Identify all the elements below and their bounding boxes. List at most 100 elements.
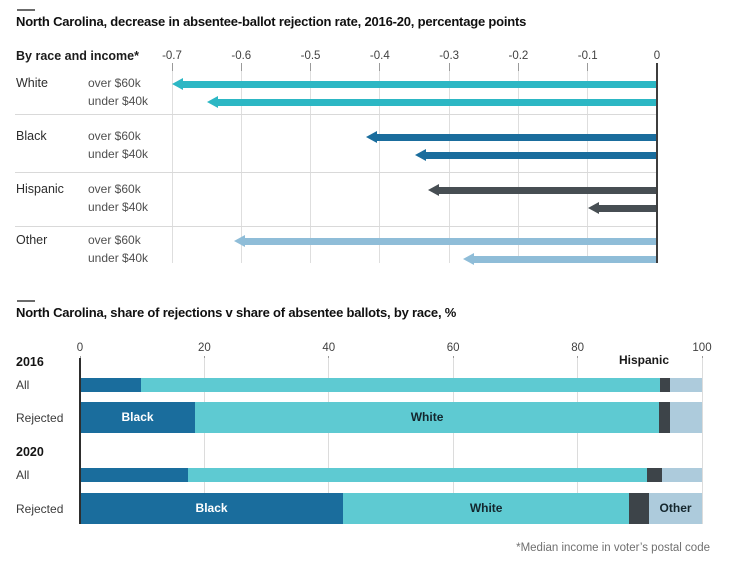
bar-segment-label: White [410,410,444,424]
bar-segment-black: Black [80,402,196,433]
arrow-head-white-0 [172,77,183,90]
group-separator [15,172,657,173]
x-tick-label: -0.3 [439,50,460,62]
bar-segment-hispanic [660,378,671,392]
arrow-shaft-other-0 [244,237,657,245]
x-tick [448,63,450,71]
bar-segment-label: White [469,501,503,515]
row-label: All [16,468,30,482]
x-gridline [240,71,242,263]
bar-segment-other: Other [649,493,702,524]
arrow-shaft-hispanic-1 [597,204,657,212]
bar-segment-black: Black [80,493,344,524]
bar-segment-white: White [343,493,630,524]
bar-segment-hispanic [659,402,671,433]
arrow-shaft-hispanic-0 [438,186,657,194]
x-tick-label: 0 [76,342,84,354]
race-label: White [16,76,48,90]
x-gridline [452,358,454,524]
income-label: under $40k [88,251,149,265]
x-tick-label: -0.5 [300,50,321,62]
x-tick-label: 20 [197,342,211,354]
x-tick [171,63,173,71]
bar-segment-black [80,378,141,392]
arrow-head-white-1 [206,95,218,108]
x-tick-label: 0 [653,50,661,62]
x-gridline [310,71,312,263]
income-label: under $40k [88,94,149,108]
income-label: over $60k [88,129,141,143]
bar-segment-label: Black [195,501,228,515]
zero-axis-line [656,63,658,263]
bar-segment-white: White [195,402,660,433]
bar-segment-hispanic [647,468,662,482]
income-label: over $60k [88,182,141,196]
x-tick-label: -0.2 [508,50,529,62]
chart1-title: North Carolina, decrease in absentee-bal… [16,14,527,29]
x-gridline [517,71,519,263]
group-separator [15,114,657,115]
income-label: under $40k [88,200,149,214]
bar-segment-hispanic [629,493,650,524]
x-gridline [203,358,205,524]
x-gridline [587,71,589,263]
x-gridline [448,71,450,263]
group-separator [15,226,657,227]
x-tick-label: -0.4 [369,50,390,62]
income-label: over $60k [88,233,141,247]
x-tick-label: 100 [692,342,712,354]
x-tick-label: 60 [446,342,460,354]
arrow-shaft-black-1 [424,151,657,159]
race-label: Other [16,233,48,247]
hispanic-annotation: Hispanic [618,353,669,367]
row-label: Rejected [16,410,64,425]
footnote: *Median income in voter’s postal code [516,542,710,554]
chart1-group-label: By race and income* [16,49,139,63]
x-gridline [171,71,173,263]
arrow-head-hispanic-0 [428,183,440,196]
title-rule-top [17,9,35,11]
arrow-shaft-white-1 [216,98,657,106]
bar-segment-label: Black [121,410,154,424]
x-gridline [379,71,381,263]
bar-segment-other [670,402,702,433]
arrow-head-other-1 [463,252,474,265]
title-rule-bottom [17,300,35,302]
zero-axis-line [79,358,81,524]
x-tick-label: -0.7 [162,50,182,62]
arrow-head-other-0 [234,234,246,247]
x-tick [587,63,589,71]
x-tick [310,63,312,71]
income-label: under $40k [88,147,149,161]
bar-segment-white [188,468,648,482]
income-label: over $60k [88,76,141,90]
arrow-shaft-black-0 [376,133,657,141]
bar-segment-other [661,468,702,482]
row-label: Rejected [16,501,64,516]
x-gridline [328,358,330,524]
bar-segment-white [140,378,661,392]
row-label: All [16,378,30,392]
bar-segment-label: Other [659,501,692,515]
x-gridline [577,358,579,524]
x-gridline [701,358,703,524]
chart1-canvas: -0.7 -0.6 -0.5 -0.4 -0.3 -0.2 -0.1 0 White over $… [15,50,661,265]
x-tick [379,63,381,71]
x-tick-label: 40 [322,342,336,354]
year-label: 2016 [16,355,44,369]
x-tick-label: 80 [571,342,584,354]
x-tick-label: -0.6 [231,50,252,62]
arrow-head-black-1 [414,148,426,161]
arrow-shaft-white-0 [182,80,657,88]
bar-segment-black [80,468,189,482]
race-label: Black [16,129,47,143]
race-label: Hispanic [16,182,64,196]
year-label: 2020 [16,445,44,459]
x-tick-label: -0.1 [577,50,598,62]
x-tick [240,63,242,71]
arrow-shaft-other-1 [473,255,657,263]
chart2-title: North Carolina, share of rejections v sh… [16,305,457,320]
arrow-head-hispanic-1 [587,201,599,214]
